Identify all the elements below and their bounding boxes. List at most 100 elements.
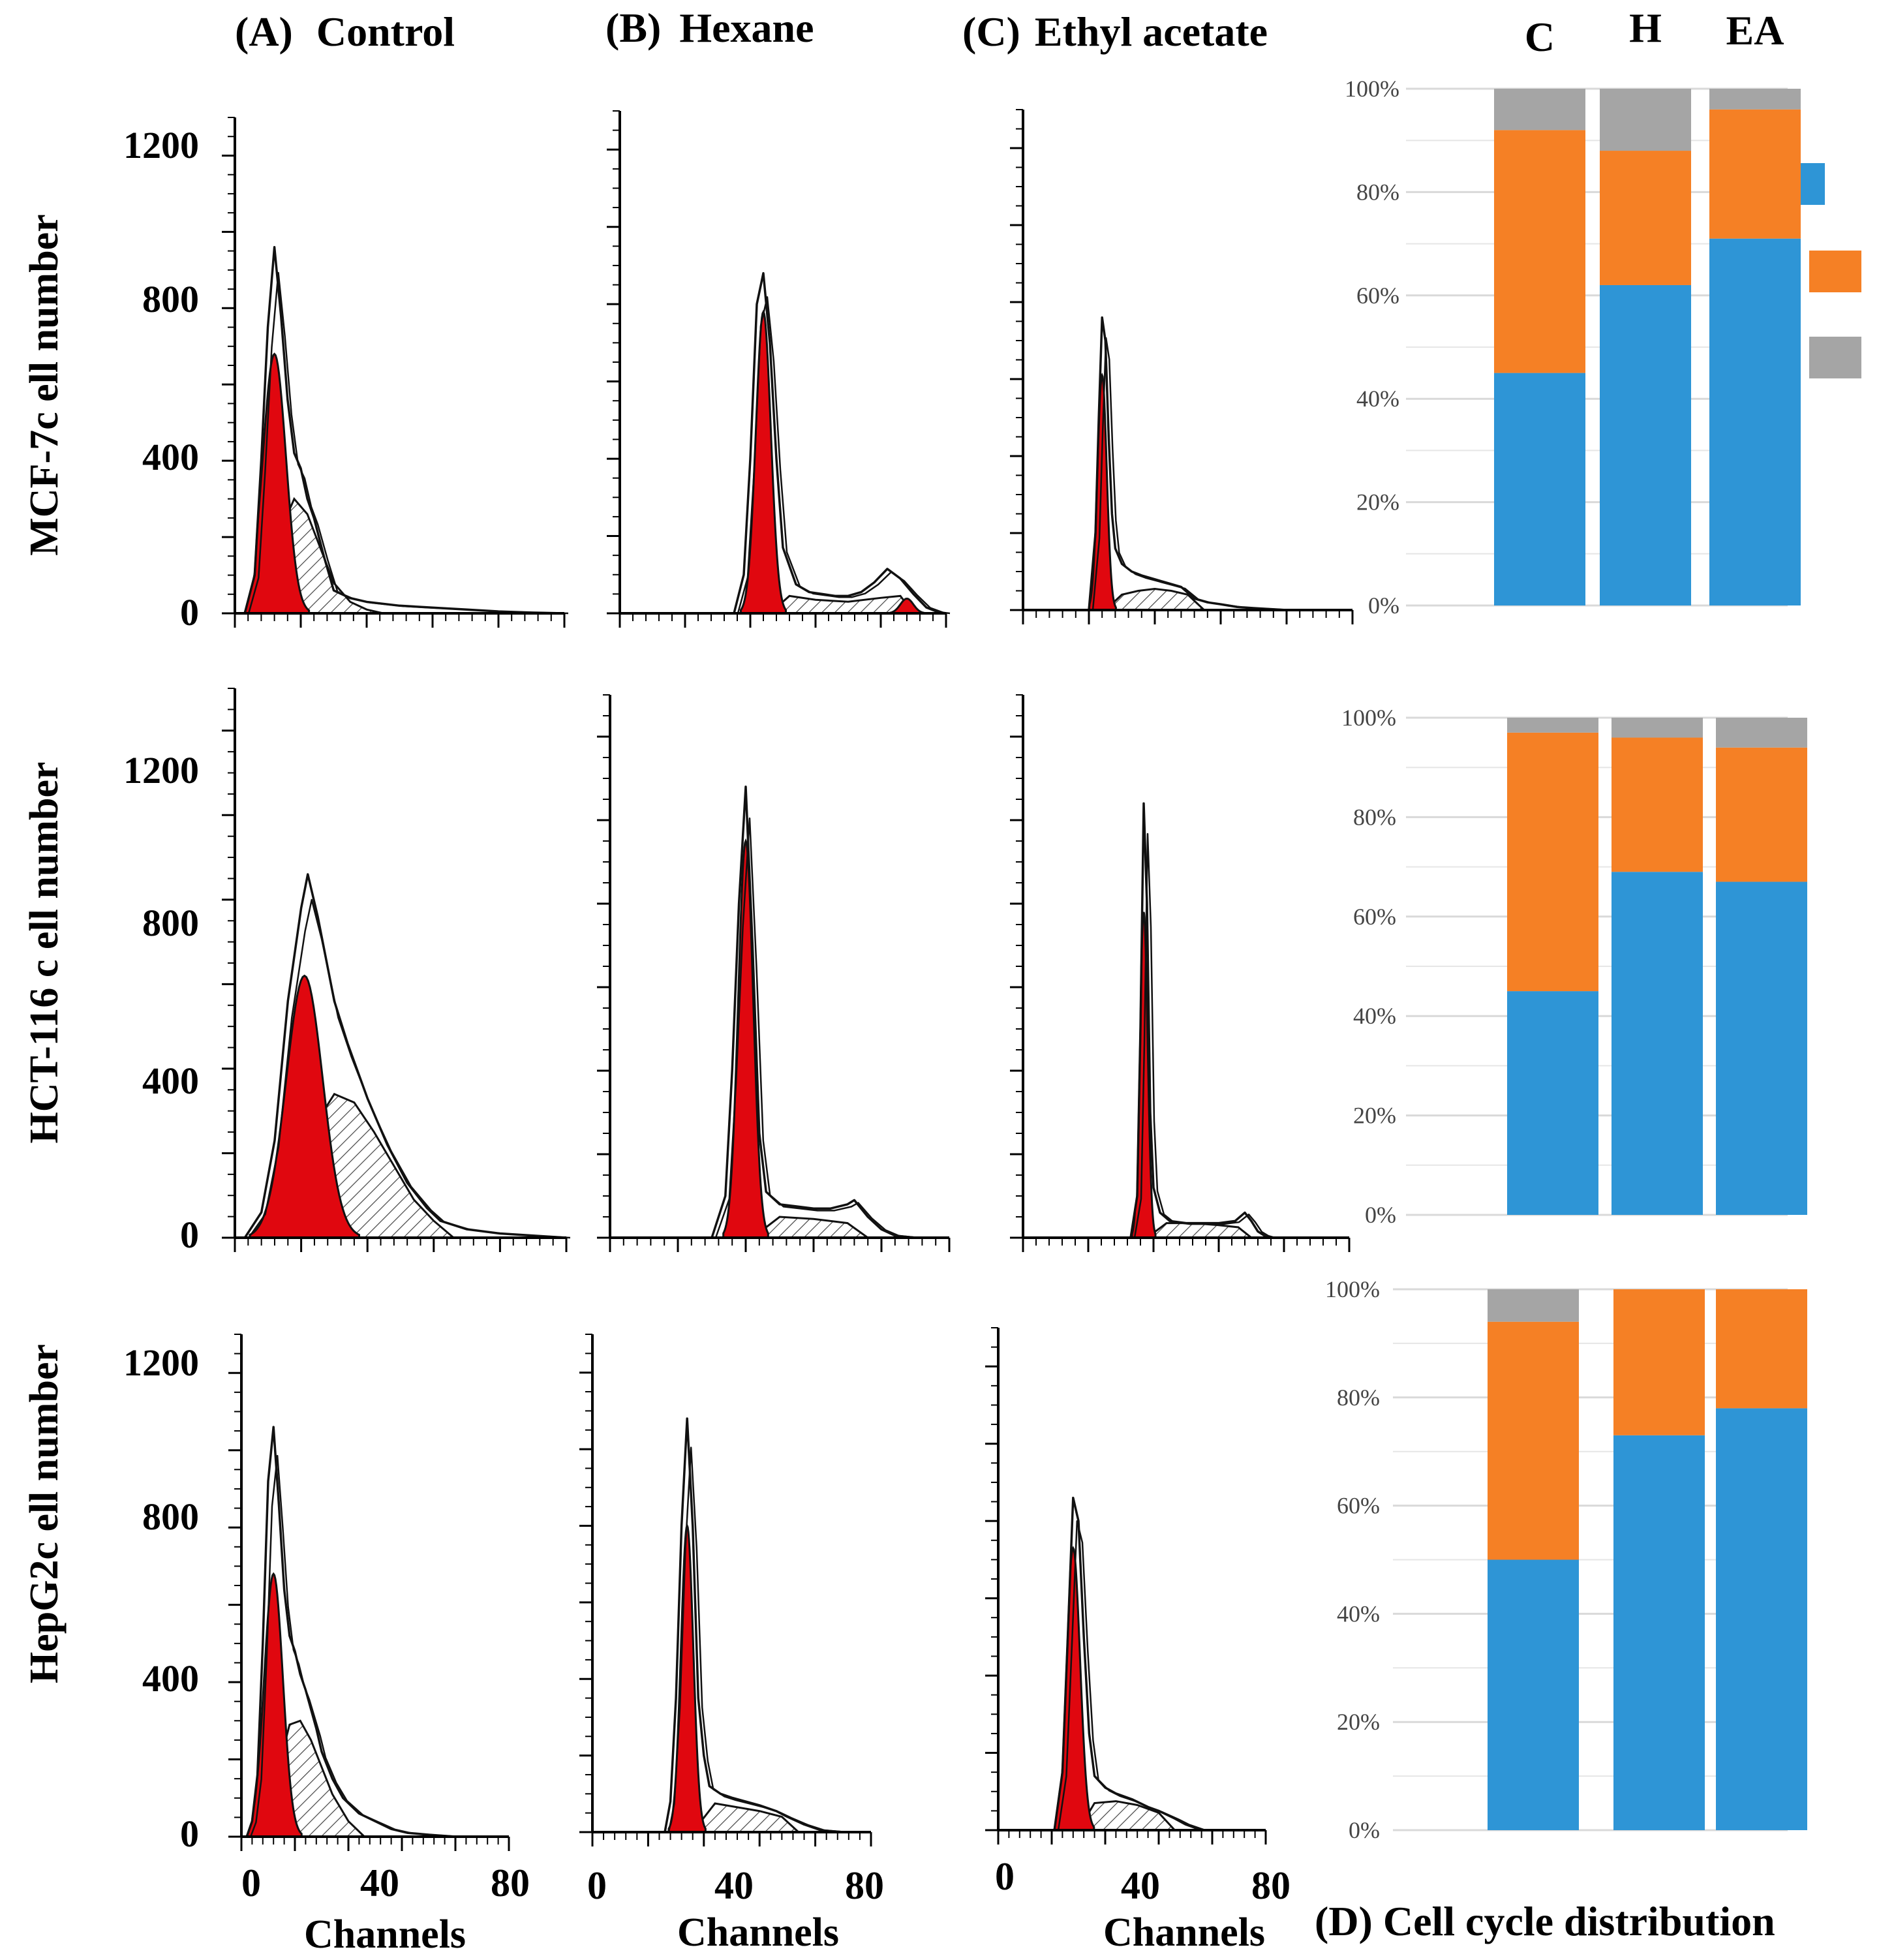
- bar-column-letter-ea: EA: [1726, 7, 1784, 54]
- pct-tick-label: 0%: [1349, 1817, 1380, 1843]
- bar-segment-s: [1709, 109, 1801, 239]
- bar-segment-g0-g1: [1507, 991, 1598, 1215]
- panel-b-text: Hexane: [679, 5, 814, 51]
- bar-segment-g2-m: [1488, 1289, 1579, 1322]
- bar-segment-s: [1612, 737, 1703, 872]
- histogram-envelope-fit: [1050, 1520, 1206, 1831]
- ytick-row2-400: 400: [142, 1060, 199, 1102]
- bar-segment-s: [1716, 1289, 1807, 1409]
- xtick-c-0: 0: [995, 1855, 1015, 1898]
- histogram-5: [597, 694, 951, 1252]
- histogram-envelope-fit: [699, 817, 920, 1239]
- stacked-bar-chart-1: 0% 20% 40% 60% 80% 100%: [1345, 76, 1801, 619]
- s-phase-area: [749, 1216, 871, 1239]
- xtick-b-40: 40: [714, 1864, 754, 1907]
- bar-chart-layer: 0% 20% 40% 60% 80% 100% 0% 20% 40% 60% 80% 100% 0% 20…: [1325, 76, 1807, 1843]
- pct-tick-label: 60%: [1356, 283, 1399, 309]
- bar-column-letter-c: C: [1525, 14, 1555, 60]
- ytick-row2-0: 0: [180, 1214, 199, 1256]
- bar-segment-g0-g1: [1709, 238, 1801, 605]
- bar-segment-s: [1613, 1289, 1705, 1435]
- bar-column-letter-h: H: [1629, 5, 1662, 51]
- pct-tick-label: 80%: [1356, 179, 1399, 205]
- stacked-bar-chart-2: 0% 20% 40% 60% 80% 100%: [1341, 705, 1807, 1228]
- xtick-b-80: 80: [845, 1864, 884, 1907]
- row-label-hct116: HCT-116 c ell number: [22, 761, 67, 1143]
- histogram-1: [222, 117, 569, 628]
- histogram-envelope-fit: [722, 296, 951, 615]
- histogram-envelope-fit: [248, 898, 571, 1239]
- pct-tick-label: 40%: [1353, 1003, 1396, 1029]
- panel-a-title: (A) Control: [235, 8, 455, 55]
- histogram-envelope: [718, 272, 947, 615]
- histogram-envelope: [695, 786, 916, 1239]
- histogram-envelope-fit: [657, 1447, 848, 1833]
- pct-tick-label: 40%: [1337, 1600, 1380, 1627]
- bar-segment-g2-m: [1494, 89, 1585, 130]
- stacked-bar-chart-3: 0% 20% 40% 60% 80% 100%: [1325, 1276, 1807, 1843]
- histogram-7: [228, 1334, 510, 1851]
- ytick-row3-1200: 1200: [123, 1341, 199, 1384]
- histogram-2: [607, 110, 951, 628]
- pct-tick-label: 20%: [1337, 1709, 1380, 1735]
- panel-b-letter: (B): [605, 5, 661, 51]
- histogram-envelope-fit: [247, 271, 569, 615]
- ytick-row1-400: 400: [142, 436, 199, 478]
- row-label-mcf7: MCF-7c ell number: [22, 214, 67, 555]
- bar-segment-g2-m: [1507, 718, 1598, 733]
- s-phase-area: [690, 1802, 801, 1833]
- pct-tick-label: 0%: [1368, 592, 1399, 619]
- row-label-hepg2: HepG2c ell number: [22, 1344, 67, 1683]
- bar-segment-s: [1488, 1321, 1579, 1560]
- legend-swatch-s: [1809, 251, 1861, 292]
- histogram-4: [222, 688, 571, 1252]
- histogram-envelope: [1121, 802, 1272, 1239]
- bar-segment-g2-m: [1600, 89, 1691, 151]
- bar-segment-g0-g1: [1613, 1435, 1705, 1830]
- xtick-b-0: 0: [587, 1864, 607, 1907]
- bar-segment-g0-g1: [1488, 1559, 1579, 1830]
- s-phase-area: [1144, 1222, 1255, 1239]
- bar-segment-g0-g1: [1494, 373, 1585, 605]
- xtick-a-0: 0: [241, 1861, 261, 1905]
- bar-segment-g2-m: [1709, 89, 1801, 110]
- bar-segment-g0-g1: [1716, 881, 1807, 1215]
- ytick-row2-1200: 1200: [123, 749, 199, 791]
- xtick-a-80: 80: [491, 1861, 530, 1905]
- s-phase-area: [1103, 588, 1207, 611]
- g1-peak: [1088, 373, 1117, 611]
- panel-c-title: (C) Ethyl acetate: [962, 8, 1268, 55]
- legend-swatch-g2m: [1809, 337, 1861, 378]
- g1-peak: [667, 1523, 707, 1833]
- histogram-3: [1010, 109, 1354, 624]
- bar-segment-g2-m: [1612, 718, 1703, 738]
- pct-tick-label: 80%: [1353, 804, 1396, 830]
- bar-segment-g0-g1: [1600, 284, 1691, 605]
- ytick-row3-800: 800: [142, 1495, 199, 1538]
- histogram-layer: [222, 109, 1354, 1851]
- histogram-envelope-fit: [250, 1454, 460, 1838]
- bar-segment-s: [1494, 130, 1585, 373]
- pct-tick-label: 60%: [1337, 1493, 1380, 1519]
- ytick-row1-1200: 1200: [123, 124, 199, 166]
- bar-segment-s: [1716, 747, 1807, 882]
- histogram-9: [985, 1327, 1267, 1845]
- pct-tick-label: 60%: [1353, 904, 1396, 930]
- panel-a-text: Control: [316, 8, 455, 55]
- bar-segment-g2-m: [1716, 718, 1807, 748]
- pct-tick-label: 100%: [1345, 76, 1399, 102]
- panel-b-title: (B) Hexane: [605, 5, 814, 51]
- histogram-envelope-fit: [1125, 833, 1276, 1239]
- panel-c-letter: (C): [962, 8, 1020, 55]
- xlabel-a: Channels: [304, 1912, 466, 1957]
- xtick-c-80: 80: [1251, 1864, 1291, 1907]
- s-phase-area: [767, 594, 916, 615]
- histogram-envelope-fit: [1086, 337, 1291, 611]
- pct-tick-label: 20%: [1356, 489, 1399, 515]
- ytick-row1-0: 0: [180, 591, 199, 634]
- histogram-8: [579, 1334, 872, 1846]
- ytick-row3-400: 400: [142, 1657, 199, 1700]
- pct-tick-label: 40%: [1356, 386, 1399, 412]
- pct-tick-label: 20%: [1353, 1103, 1396, 1129]
